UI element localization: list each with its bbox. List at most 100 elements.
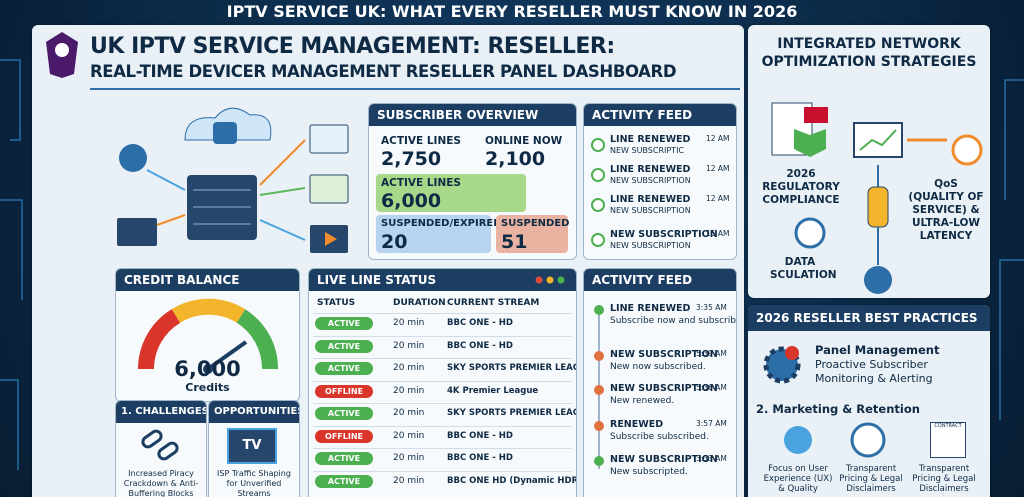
feed-title: LINE RENEWED	[610, 194, 691, 205]
card-title: SUBSCRIBER OVERVIEW	[369, 104, 576, 126]
feed-detail: New renewed.	[610, 396, 675, 406]
status-icon	[591, 138, 605, 152]
row-line	[313, 448, 572, 449]
activity-feed: ACTIVITY FEED LINE RENEWED Subscribe now …	[583, 268, 737, 497]
activity-feed: ACTIVITY FEED LINE RENEWED NEW SUBSCRIPTI…	[583, 103, 737, 260]
feed-title: NEW SUBSCRIPTION	[610, 229, 718, 240]
feed-title: NEW SUBSCRIPTION	[610, 383, 718, 394]
network-icons	[771, 102, 983, 294]
network-diagram	[117, 107, 349, 253]
panel-text: Proactive Subscriber Monitoring & Alerti…	[815, 358, 933, 385]
label: SUSPENDED	[501, 218, 570, 229]
column-header: DURATION	[393, 298, 446, 308]
column-header: STATUS	[317, 298, 356, 308]
duration: 20 min	[393, 430, 425, 441]
marketing-title: 2. Marketing & Retention	[756, 402, 920, 416]
status-pill: ACTIVE	[315, 452, 373, 465]
practice-text: Focus on User Experience (UX) & Quality	[763, 464, 833, 494]
active-box	[376, 174, 526, 212]
duration: 20 min	[393, 385, 425, 396]
row-line	[313, 425, 572, 427]
feed-detail: NEW SUBSCRIPTION	[610, 241, 691, 250]
opportunity-text: ISP Traffic Shaping for Unverified Strea…	[217, 469, 291, 497]
label: ONLINE NOW	[485, 135, 563, 147]
status-dot	[594, 421, 604, 431]
feed-time: 3:57 AM	[696, 419, 727, 428]
duration: 20 min	[393, 453, 425, 463]
feed-detail: NEW SUBSCRIPTION	[610, 206, 691, 215]
feed-detail: New subscripted.	[610, 467, 688, 477]
feed-time: 5:39 AM	[696, 349, 727, 358]
status-pill: OFFLINE	[315, 384, 373, 398]
credit-value: 6,000	[174, 357, 241, 381]
stream: 4K Premier League	[447, 385, 539, 396]
row-line	[313, 470, 572, 472]
row-line	[313, 313, 572, 314]
feed-time: 5:36 AM	[696, 383, 727, 392]
feed-time: 15 AM	[706, 229, 730, 238]
status-pill: ACTIVE	[315, 407, 373, 420]
header-subtitle: REAL-TIME DEVICER MANAGEMENT RESELLER PA…	[90, 62, 677, 81]
feed-title: NEW SUBSCRIPTION	[610, 349, 718, 360]
gauge	[138, 298, 279, 374]
stream: BBC ONE HD (Dynamic HDR)	[447, 475, 577, 486]
feed-time: 12 AM	[706, 164, 730, 173]
value: 6,000	[381, 190, 442, 212]
card-title: ACTIVITY FEED	[584, 104, 736, 126]
value: 51	[501, 231, 528, 253]
status-dot	[594, 305, 604, 315]
stream: BBC ONE - HD	[447, 430, 513, 441]
credit-balance: CREDIT BALANCE 6,000 Credits	[115, 268, 300, 402]
practices-panel	[748, 305, 990, 497]
status-icon	[591, 198, 605, 212]
chain-icon	[141, 429, 179, 461]
duration: 20 min	[393, 408, 425, 418]
network-panel	[748, 25, 990, 298]
column-header: CURRENT STREAM	[447, 298, 540, 308]
card-title: 1. CHALLENGES	[116, 401, 206, 423]
panel-title: Panel Management	[815, 343, 940, 357]
label: ACTIVE LINES	[381, 177, 461, 189]
label: ACTIVE LINES	[381, 135, 461, 147]
duration: 20 min	[393, 475, 425, 486]
feed-title: NEW SUBSCRIPTION	[610, 454, 718, 465]
feed-title: LINE RENEWED	[610, 164, 691, 175]
feed-title: LINE RENEWED	[610, 303, 691, 314]
card-title: LIVE LINE STATUS	[309, 269, 576, 291]
feed-detail: Subscribe now and subscriber.	[610, 316, 737, 326]
gear-icon	[763, 346, 801, 384]
compliance-label: 2026 REGULATORY COMPLIANCE	[762, 168, 840, 206]
stream: BBC ONE - HD	[447, 318, 513, 328]
row-line	[313, 403, 572, 404]
feed-time: 12 AM	[706, 194, 730, 203]
feed-time: 3:35 AM	[696, 303, 727, 312]
credit-unit: Credits	[185, 381, 230, 394]
feed-title: LINE RENEWED	[610, 134, 691, 145]
feed-title: RENEWED	[610, 419, 664, 430]
duration: 20 min	[393, 363, 425, 373]
network-title: INTEGRATED NETWORK OPTIMIZATION STRATEGI…	[761, 36, 977, 70]
status-pill: ACTIVE	[315, 362, 373, 375]
stream: SKY SPORTS PREMIER LEAGUE	[447, 363, 576, 373]
header-rule	[90, 88, 740, 90]
status-dot	[594, 456, 604, 466]
status-dot	[594, 351, 604, 361]
window-dots	[535, 276, 565, 284]
stream: BBC ONE - HD	[447, 340, 513, 351]
challenges: 1. CHALLENGES Increased Piracy Crackdown…	[115, 400, 207, 497]
value: 2,750	[381, 148, 442, 170]
practices-title: 2026 RESELLER BEST PRACTICES	[748, 305, 990, 331]
row-line	[313, 335, 572, 337]
data-label: DATA SCULATION	[770, 256, 837, 281]
feed-detail: New now subscribed.	[610, 362, 706, 372]
status-dot	[594, 385, 604, 395]
opportunities: OPPORTUNITIES TV ISP Traffic Shaping for…	[208, 400, 300, 497]
suspended-expired-box	[376, 215, 491, 253]
logo	[46, 32, 78, 78]
tv-icon: TV	[227, 428, 277, 464]
feed-detail: NEW SUBSCRIPTIC	[610, 146, 685, 155]
label: SUSPENDED/EXPIRED	[381, 218, 502, 229]
card-title: CREDIT BALANCE	[116, 269, 299, 291]
qos-label: QoS (QUALITY OF SERVICE) & ULTRA-LOW LAT…	[908, 178, 984, 242]
